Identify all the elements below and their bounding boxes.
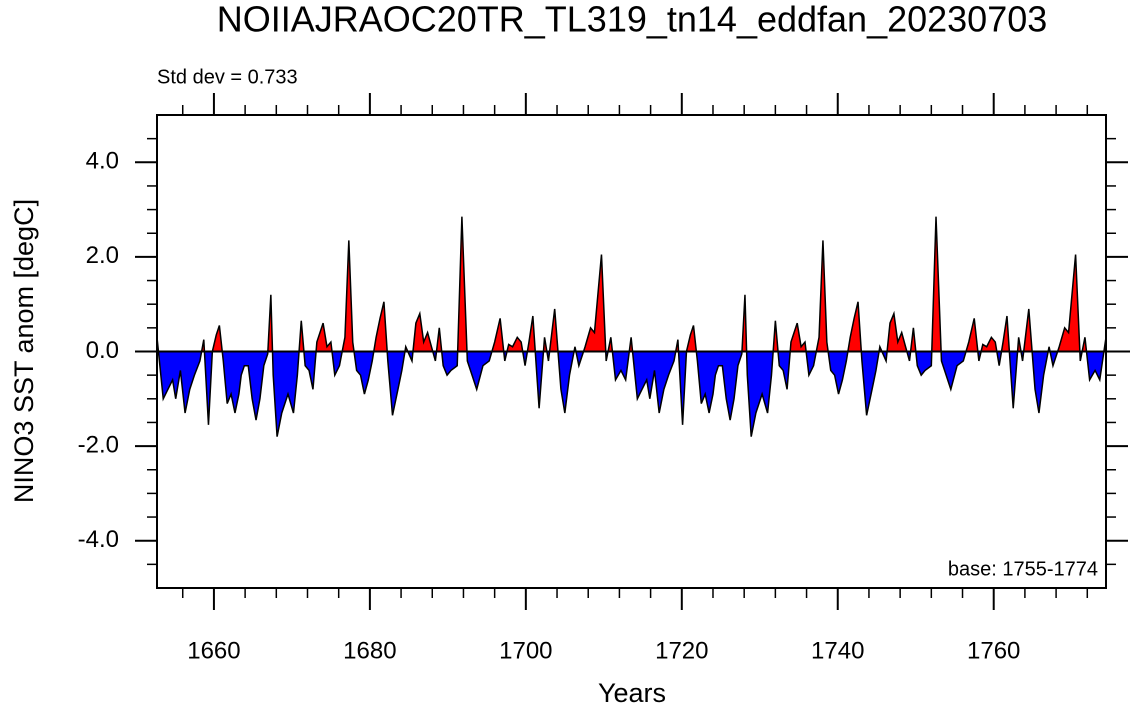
subtitle: Std dev = 0.733 [157, 66, 298, 88]
positive-area [157, 216, 1106, 352]
series-line [156, 216, 1107, 437]
y-tick-label: 4.0 [86, 148, 119, 175]
chart-title: NOIIAJRAOC20TR_TL319_tn14_eddfan_2023070… [217, 0, 1048, 40]
y-axis-label: NINO3 SST anom [degC] [9, 199, 39, 503]
y-tick-label: 2.0 [86, 242, 119, 269]
x-tick-label: 1700 [499, 637, 552, 664]
x-tick-label: 1720 [655, 637, 708, 664]
x-tick-label: 1760 [967, 637, 1020, 664]
x-tick-label: 1680 [343, 637, 396, 664]
negative-area [157, 351, 1106, 437]
annotation: base: 1755-1774 [948, 558, 1098, 580]
y-tick-label: -4.0 [78, 526, 119, 553]
y-tick-label: 0.0 [86, 337, 119, 364]
x-tick-label: 1740 [811, 637, 864, 664]
x-tick-label: 1660 [187, 637, 240, 664]
x-axis-label: Years [598, 678, 666, 708]
y-tick-label: -2.0 [78, 431, 119, 458]
